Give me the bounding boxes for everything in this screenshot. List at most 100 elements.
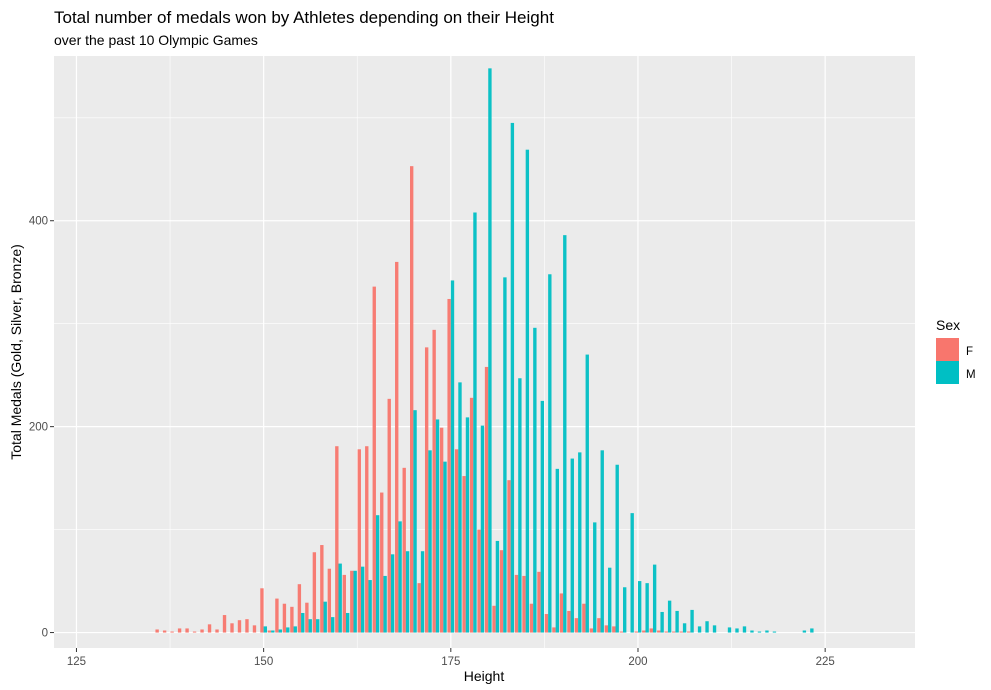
x-tick-label: 225 — [816, 656, 835, 668]
bar-f-176 — [454, 449, 459, 633]
bar-f-195 — [597, 618, 601, 633]
bar-f-172 — [424, 347, 429, 633]
bar-m-176 — [458, 382, 462, 633]
bar-m-200 — [637, 581, 642, 633]
bar-m-182 — [503, 277, 507, 633]
bar-f-161 — [342, 574, 346, 633]
bar-f-170 — [410, 166, 414, 633]
bar-f-137 — [162, 630, 167, 633]
bar-f-205 — [672, 631, 676, 633]
bar-m-165 — [375, 515, 380, 633]
legend-label-m: M — [966, 369, 976, 381]
bar-m-158 — [323, 601, 327, 633]
x-tick-label: 150 — [254, 656, 273, 668]
bar-m-180 — [488, 68, 492, 633]
bar-m-164 — [368, 580, 372, 633]
bar-m-217 — [765, 630, 769, 633]
bar-f-175 — [447, 298, 451, 633]
bar-m-208 — [697, 626, 702, 633]
bar-m-175 — [450, 280, 455, 633]
bar-m-191 — [570, 458, 574, 633]
bar-f-157 — [312, 552, 317, 633]
bar-f-167 — [387, 398, 391, 633]
bar-m-174 — [443, 461, 447, 633]
bar-f-185 — [522, 575, 526, 633]
bar-f-151 — [267, 630, 272, 633]
bar-m-202 — [652, 564, 657, 633]
bar-m-155 — [301, 612, 305, 633]
bar-f-200 — [634, 631, 638, 633]
bar-m-201 — [645, 583, 649, 633]
bar-m-215 — [750, 630, 754, 633]
bar-f-190 — [559, 593, 564, 633]
bar-m-197 — [615, 464, 619, 633]
bar-f-146 — [230, 623, 234, 633]
bar-f-186 — [529, 603, 534, 633]
bar-f-158 — [320, 545, 324, 633]
bar-f-162 — [350, 570, 354, 633]
bar-m-206 — [682, 623, 687, 633]
bar-m-184 — [518, 378, 522, 633]
bar-m-177 — [465, 417, 470, 633]
y-axis-title: Total Medals (Gold, Silver, Bronze) — [8, 244, 24, 460]
bar-f-206 — [679, 631, 683, 633]
legend-key-m — [936, 361, 959, 384]
bar-f-204 — [664, 631, 668, 633]
bar-m-172 — [428, 450, 432, 633]
bar-m-203 — [660, 611, 664, 633]
bar-m-204 — [667, 600, 672, 633]
legend-label-f: F — [966, 346, 973, 358]
bar-f-168 — [395, 261, 399, 633]
bar-f-182 — [499, 550, 504, 633]
bar-f-174 — [439, 427, 444, 633]
bar-m-152 — [278, 629, 282, 633]
bar-f-150 — [260, 588, 264, 633]
gridlines — [54, 56, 915, 648]
bar-m-151 — [271, 630, 275, 633]
bar-m-218 — [772, 631, 777, 633]
bar-f-178 — [469, 397, 474, 633]
bar-m-160 — [338, 563, 342, 633]
bar-m-213 — [735, 628, 739, 633]
bar-m-196 — [608, 567, 612, 633]
bar-f-202 — [649, 628, 653, 633]
bar-f-159 — [327, 568, 332, 633]
bar-m-170 — [413, 410, 417, 633]
bar-f-197 — [612, 626, 616, 633]
bar-m-222 — [802, 630, 807, 633]
bar-f-169 — [402, 467, 406, 633]
bar-f-139 — [177, 628, 182, 633]
x-tick-label: 125 — [67, 656, 86, 668]
bar-m-179 — [480, 425, 485, 633]
bar-f-198 — [619, 631, 624, 633]
bar-f-143 — [207, 624, 212, 633]
bars — [155, 68, 814, 633]
bar-f-141 — [192, 631, 197, 633]
bar-f-148 — [245, 619, 249, 633]
bar-f-194 — [589, 628, 594, 633]
bar-f-201 — [642, 630, 646, 633]
bar-m-188 — [548, 274, 552, 633]
bar-f-144 — [215, 629, 219, 633]
bar-f-165 — [372, 286, 376, 633]
legend-title: Sex — [936, 317, 960, 333]
bar-f-183 — [507, 480, 511, 633]
bar-f-136 — [155, 629, 159, 633]
bar-f-138 — [170, 631, 174, 633]
bar-m-205 — [675, 610, 679, 633]
bar-f-179 — [477, 529, 481, 633]
bar-f-173 — [432, 329, 436, 633]
bar-f-153 — [282, 603, 287, 633]
bar-f-152 — [275, 598, 279, 633]
bar-f-142 — [200, 629, 204, 633]
bar-m-150 — [263, 626, 267, 633]
bar-m-171 — [420, 551, 425, 633]
bar-m-159 — [331, 617, 335, 633]
legend-key-f — [936, 338, 959, 361]
bar-f-163 — [357, 449, 361, 633]
bar-f-181 — [492, 605, 496, 633]
bar-m-156 — [308, 619, 312, 633]
legend: Sex F M — [936, 317, 976, 384]
bar-m-181 — [495, 540, 500, 633]
x-axis-title: Height — [464, 668, 505, 684]
